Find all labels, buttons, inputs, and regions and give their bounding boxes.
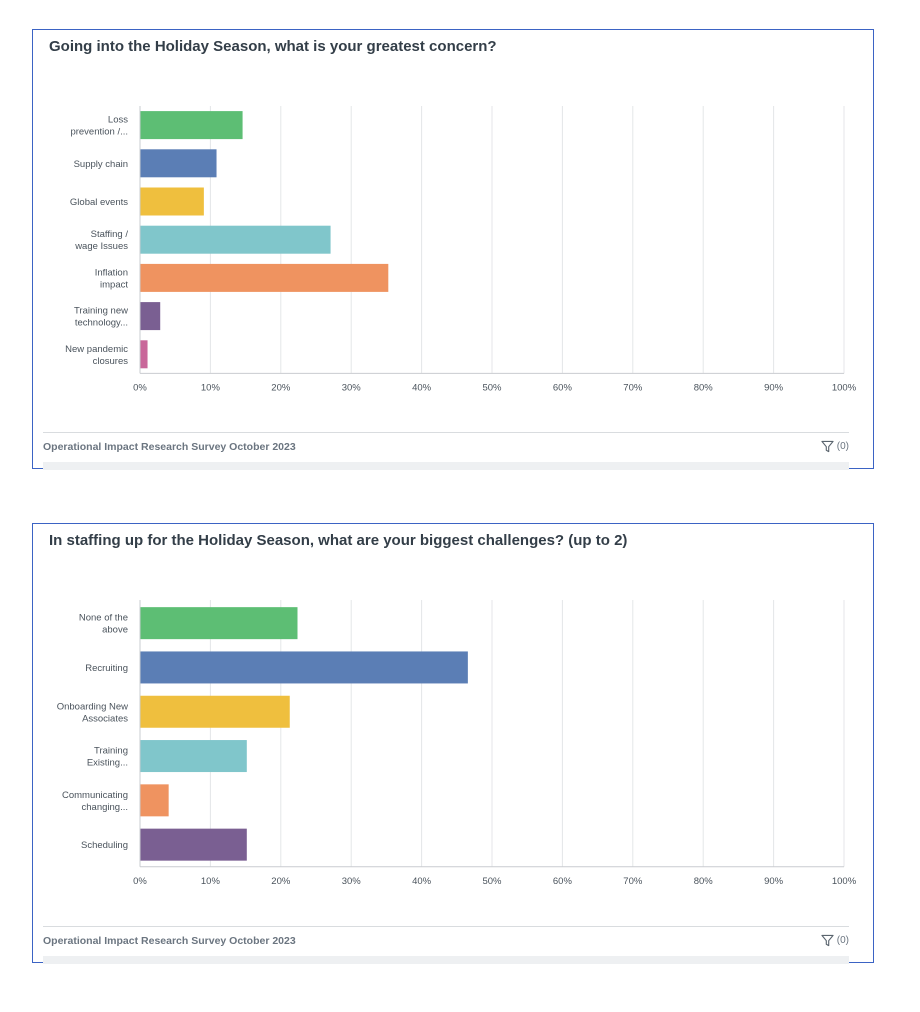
card-footer: Operational Impact Research Survey Octob… xyxy=(43,926,849,957)
bar[interactable] xyxy=(140,302,161,331)
bar[interactable] xyxy=(140,695,290,728)
y-category-label: Training Existing... xyxy=(87,746,128,769)
y-category-label: Loss prevention /... xyxy=(70,115,128,138)
footer-divider xyxy=(43,956,849,964)
category-label-line: None of the xyxy=(79,613,128,624)
category-label-line: New pandemic xyxy=(65,344,128,355)
category-label-line: Inflation xyxy=(95,267,128,278)
grid-lines xyxy=(209,600,845,867)
x-tick-label: 100% xyxy=(832,876,857,887)
category-label-line: closures xyxy=(93,356,129,367)
x-tick-label: 50% xyxy=(482,382,502,393)
bar-chart-staffing-challenges: 0% 10% 20% 30% 40% 50% 60% 70% 80% 90% 100% None of… xyxy=(57,600,857,887)
y-category-label: Communicating changing... xyxy=(62,790,128,813)
bar[interactable] xyxy=(140,607,298,640)
y-category-label: Training new technology... xyxy=(74,306,128,329)
category-label-line: Onboarding New xyxy=(57,701,128,712)
x-tick-label: 40% xyxy=(412,382,432,393)
bar[interactable] xyxy=(140,149,217,178)
x-tick-label: 0% xyxy=(133,876,147,887)
y-category-label: Inflation impact xyxy=(95,267,129,290)
x-tick-label: 20% xyxy=(271,382,291,393)
category-label-line: Supply chain xyxy=(74,159,128,170)
category-label-line: Global events xyxy=(70,197,128,208)
filter-button[interactable]: (0) xyxy=(821,934,849,947)
chart-title: In staffing up for the Holiday Season, w… xyxy=(49,532,628,549)
filter-funnel-icon xyxy=(821,440,834,453)
x-tick-label: 70% xyxy=(623,876,643,887)
bar[interactable] xyxy=(140,187,204,216)
bar[interactable] xyxy=(140,225,331,254)
x-tick-label: 90% xyxy=(764,876,784,887)
x-tick-label: 30% xyxy=(342,382,362,393)
bar[interactable] xyxy=(140,784,169,817)
x-tick-label: 100% xyxy=(832,382,857,393)
y-category-label: Supply chain xyxy=(74,159,128,170)
y-category-label: Recruiting xyxy=(85,663,128,674)
category-label-line: Associates xyxy=(82,713,128,724)
x-tick-label: 40% xyxy=(412,876,432,887)
bar[interactable] xyxy=(140,263,389,292)
x-tick-label: 80% xyxy=(694,876,714,887)
x-tick-label: 10% xyxy=(201,876,221,887)
bar[interactable] xyxy=(140,651,468,684)
x-tick-label: 50% xyxy=(482,876,502,887)
x-tick-label: 30% xyxy=(342,876,362,887)
x-tick-label: 60% xyxy=(553,382,573,393)
category-label-line: Scheduling xyxy=(81,840,128,851)
category-label-line: Training new xyxy=(74,306,128,317)
category-label-line: above xyxy=(102,625,128,636)
category-label-line: Recruiting xyxy=(85,663,128,674)
category-label-line: Existing... xyxy=(87,758,128,769)
question-card-staffing-challenges: In staffing up for the Holiday Season, w… xyxy=(32,523,874,964)
category-label-line: prevention /... xyxy=(70,127,128,138)
chart-title: Going into the Holiday Season, what is y… xyxy=(49,38,497,55)
filter-button[interactable]: (0) xyxy=(821,440,849,453)
x-tick-label: 20% xyxy=(271,876,291,887)
y-category-label: Global events xyxy=(70,197,128,208)
bar[interactable] xyxy=(140,340,148,369)
x-tick-label: 90% xyxy=(764,382,784,393)
category-label-line: changing... xyxy=(82,802,128,813)
filter-count: (0) xyxy=(836,935,849,946)
y-category-label: Scheduling xyxy=(81,840,128,851)
category-label-line: technology... xyxy=(75,318,128,329)
category-label-line: Communicating xyxy=(62,790,128,801)
bar-chart-holiday-concern: 0% 10% 20% 30% 40% 50% 60% 70% 80% 90% 100% Loss pre… xyxy=(65,106,857,393)
x-tick-label: 80% xyxy=(694,382,714,393)
category-label-line: Staffing / xyxy=(91,229,129,240)
y-category-label: New pandemic closures xyxy=(65,344,128,367)
y-category-label: Staffing / wage Issues xyxy=(74,229,128,252)
x-tick-label: 10% xyxy=(201,382,221,393)
category-label-line: Training xyxy=(94,746,128,757)
category-label-line: wage Issues xyxy=(74,241,128,252)
x-tick-label: 60% xyxy=(553,876,573,887)
bar[interactable] xyxy=(140,828,247,861)
category-label-line: Loss xyxy=(108,115,128,126)
y-category-label: Onboarding New Associates xyxy=(57,701,129,724)
survey-name: Operational Impact Research Survey Octob… xyxy=(43,441,296,453)
x-tick-label: 70% xyxy=(623,382,643,393)
survey-name: Operational Impact Research Survey Octob… xyxy=(43,935,296,947)
filter-count: (0) xyxy=(836,441,849,452)
card-footer: Operational Impact Research Survey Octob… xyxy=(43,432,849,463)
x-tick-label: 0% xyxy=(133,382,147,393)
filter-funnel-icon xyxy=(821,934,834,947)
bar[interactable] xyxy=(140,740,247,773)
bar[interactable] xyxy=(140,111,243,140)
category-label-line: impact xyxy=(100,279,128,290)
footer-divider xyxy=(43,462,849,470)
y-category-label: None of the above xyxy=(79,613,128,636)
question-card-holiday-concern: Going into the Holiday Season, what is y… xyxy=(32,29,874,470)
